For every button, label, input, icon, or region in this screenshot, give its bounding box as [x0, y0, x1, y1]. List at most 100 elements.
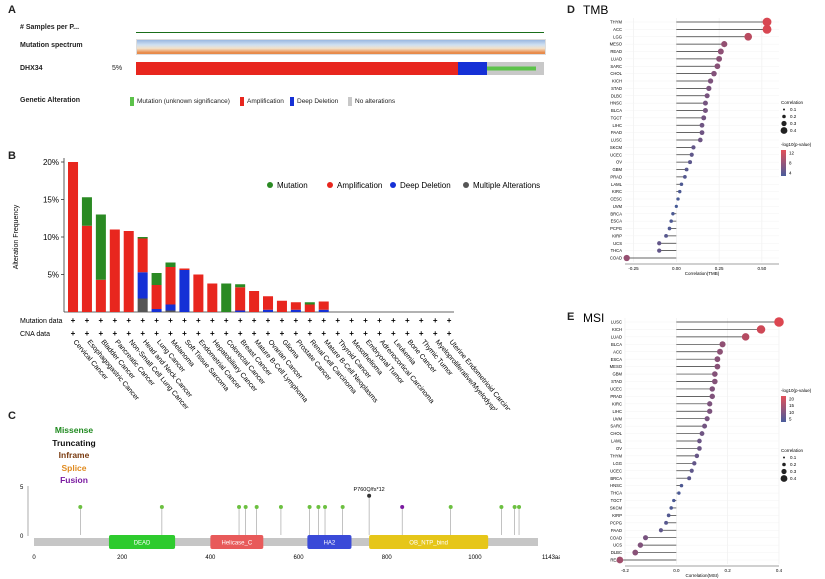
- lollipop-point[interactable]: [704, 416, 710, 422]
- lollipop-head[interactable]: [512, 505, 517, 509]
- lollipop-point[interactable]: [689, 152, 694, 157]
- lollipop-point[interactable]: [667, 226, 672, 231]
- lollipop-point[interactable]: [699, 122, 705, 128]
- lollipop-point[interactable]: [658, 528, 664, 533]
- lollipop-point[interactable]: [762, 17, 772, 27]
- lollipop-point[interactable]: [642, 535, 649, 541]
- lollipop-point[interactable]: [709, 386, 715, 392]
- lollipop-point[interactable]: [711, 70, 717, 77]
- lollipop-point[interactable]: [719, 341, 726, 348]
- lollipop-point[interactable]: [707, 78, 714, 84]
- lollipop-point[interactable]: [694, 453, 700, 459]
- lollipop-point[interactable]: [657, 248, 662, 253]
- lollipop-head[interactable]: [278, 505, 283, 509]
- legend-label: Deep Deletion: [297, 98, 339, 106]
- lollipop-point[interactable]: [692, 461, 697, 466]
- bar-deep-deletion: [318, 309, 329, 312]
- lollipop-point[interactable]: [707, 401, 713, 407]
- category-label: UCEC: [610, 468, 622, 473]
- lollipop-point[interactable]: [687, 160, 693, 165]
- domain-label: OB_NTP_bind: [409, 541, 448, 547]
- lollipop-point[interactable]: [721, 41, 728, 48]
- lollipop-point[interactable]: [697, 137, 703, 143]
- data-row-marker: +: [419, 329, 424, 338]
- lollipop-head[interactable]: [243, 505, 248, 509]
- lollipop-point[interactable]: [717, 48, 724, 55]
- lollipop-head[interactable]: [323, 505, 328, 509]
- lollipop-point[interactable]: [691, 145, 696, 150]
- b-bars: [68, 162, 329, 312]
- lollipop-point[interactable]: [741, 333, 750, 341]
- lollipop-point[interactable]: [709, 393, 715, 400]
- lollipop-point[interactable]: [774, 317, 784, 327]
- lollipop-point[interactable]: [702, 107, 708, 114]
- lollipop-point[interactable]: [699, 130, 705, 136]
- lollipop-point[interactable]: [714, 63, 721, 70]
- lollipop-head[interactable]: [237, 505, 242, 509]
- lollipop-point[interactable]: [704, 93, 710, 99]
- lollipop-point[interactable]: [697, 438, 702, 444]
- lollipop-point[interactable]: [756, 325, 766, 334]
- lollipop-head[interactable]: [307, 505, 312, 509]
- lollipop-point[interactable]: [679, 483, 684, 488]
- lollipop-point[interactable]: [712, 378, 718, 385]
- category-label: COAD: [610, 256, 622, 261]
- lollipop-point[interactable]: [762, 24, 772, 34]
- lollipop-point[interactable]: [623, 254, 630, 262]
- lollipop-point[interactable]: [664, 520, 668, 525]
- lollipop-head[interactable]: [400, 505, 405, 509]
- domain-dead[interactable]: [108, 535, 176, 549]
- lollipop-point[interactable]: [657, 241, 662, 246]
- lollipop-point[interactable]: [678, 189, 682, 194]
- lollipop-head[interactable]: [367, 493, 372, 498]
- lollipop-head[interactable]: [448, 505, 453, 509]
- lollipop-point[interactable]: [671, 212, 675, 216]
- lollipop-point[interactable]: [674, 204, 678, 208]
- domain-ha2[interactable]: [307, 535, 352, 549]
- category-label: GBM: [612, 372, 622, 377]
- lollipop-point[interactable]: [637, 542, 644, 548]
- category-label: LUAD: [611, 334, 622, 339]
- lollipop-point[interactable]: [744, 32, 753, 41]
- lollipop-head[interactable]: [254, 505, 259, 509]
- lollipop-point[interactable]: [707, 408, 713, 414]
- lollipop-point[interactable]: [664, 233, 668, 238]
- lollipop-head[interactable]: [159, 505, 164, 509]
- lollipop-point[interactable]: [684, 167, 689, 172]
- lollipop-point[interactable]: [702, 423, 708, 429]
- category-label: DLBC: [611, 550, 622, 555]
- lollipop-head[interactable]: [499, 505, 504, 509]
- domain-helicase_c[interactable]: [210, 535, 264, 549]
- lollipop-point[interactable]: [702, 100, 708, 106]
- lollipop-point[interactable]: [717, 348, 723, 355]
- domain-ob_ntp_bind[interactable]: [369, 535, 489, 549]
- c-x-tick-label: 800: [382, 555, 393, 561]
- lollipop-head[interactable]: [517, 505, 522, 509]
- lollipop-point[interactable]: [712, 371, 718, 377]
- lollipop-point[interactable]: [679, 182, 684, 187]
- lollipop-point[interactable]: [697, 446, 702, 451]
- lollipop-point[interactable]: [677, 491, 681, 495]
- lollipop-point[interactable]: [701, 115, 707, 121]
- data-row-marker: +: [85, 329, 90, 338]
- lollipop-point[interactable]: [666, 513, 671, 518]
- lollipop-point[interactable]: [714, 356, 721, 363]
- lollipop-point[interactable]: [687, 476, 692, 481]
- lollipop-point[interactable]: [616, 556, 624, 564]
- lollipop-point[interactable]: [706, 85, 712, 91]
- lollipop-head[interactable]: [340, 505, 345, 509]
- lollipop-point[interactable]: [716, 55, 723, 62]
- lollipop-point[interactable]: [669, 506, 673, 510]
- lollipop-point[interactable]: [683, 175, 687, 179]
- lollipop-point[interactable]: [676, 197, 680, 201]
- category-label: BLCA: [611, 108, 622, 113]
- lollipop-head[interactable]: [78, 505, 83, 509]
- lollipop-point[interactable]: [699, 431, 705, 436]
- lollipop-point[interactable]: [689, 468, 694, 473]
- lollipop-head[interactable]: [316, 505, 321, 509]
- lollipop-point[interactable]: [714, 363, 721, 370]
- lollipop-point[interactable]: [672, 498, 676, 503]
- lollipop-point[interactable]: [669, 219, 673, 223]
- category-label: STAD: [611, 379, 622, 384]
- lollipop-point[interactable]: [632, 549, 639, 556]
